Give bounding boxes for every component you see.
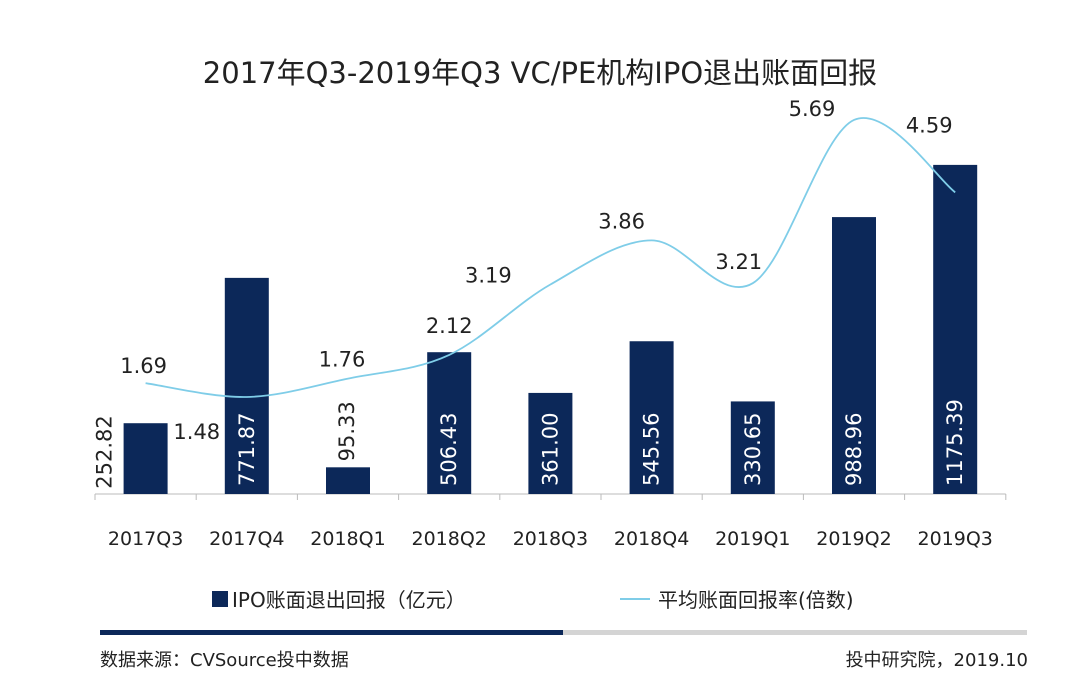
line-value-label: 3.86 — [598, 209, 645, 233]
credit-note: 投中研究院，2019.10 — [845, 650, 1028, 671]
line-value-label: 1.69 — [120, 354, 167, 378]
line-value-label: 1.76 — [319, 348, 366, 372]
line-value-label: 5.69 — [789, 97, 836, 121]
bar-2017Q4 — [224, 277, 269, 494]
bar-value-label: 361.00 — [538, 413, 562, 486]
bar-value-label: 545.56 — [640, 413, 664, 486]
legend-line-label: 平均账面回报率(倍数) — [658, 588, 854, 612]
x-tick-label: 2019Q2 — [816, 528, 891, 550]
chart-title: 2017年Q3-2019年Q3 VC/PE机构IPO退出账面回报 — [202, 56, 878, 90]
line-value-label: 2.12 — [426, 314, 473, 338]
line-series-avg-return — [145, 117, 956, 398]
x-tick-label: 2019Q1 — [715, 528, 790, 550]
x-tick-label: 2018Q3 — [513, 528, 588, 550]
legend-bar-label: IPO账面退出回报（亿元） — [232, 588, 466, 612]
x-tick-label: 2018Q1 — [310, 528, 385, 550]
line-value-label: 4.59 — [906, 113, 953, 137]
bar-value-label: 506.43 — [437, 413, 461, 486]
legend-bar-swatch — [212, 590, 228, 607]
divider-gray — [563, 630, 1027, 635]
line-value-label: 3.19 — [465, 263, 512, 287]
bar-2018Q3 — [528, 392, 573, 494]
bar-2018Q4 — [629, 341, 674, 494]
bar-value-label: 252.82 — [93, 415, 117, 488]
divider-dark — [100, 630, 563, 635]
line-value-label: 1.48 — [173, 420, 220, 444]
bar-2017Q3 — [123, 423, 168, 494]
source-note: 数据来源：CVSource投中数据 — [100, 650, 349, 671]
bar-value-label: 1175.39 — [943, 399, 967, 486]
x-tick-label: 2017Q4 — [209, 528, 284, 550]
bar-value-label: 330.65 — [741, 413, 765, 486]
bar-2019Q3 — [933, 164, 978, 494]
bar-2018Q1 — [326, 467, 370, 494]
x-tick-label: 2018Q2 — [411, 528, 486, 550]
legend-bar: IPO账面退出回报（亿元） — [212, 584, 466, 613]
bar-2019Q2 — [832, 217, 876, 495]
legend-line: 平均账面回报率(倍数) — [620, 584, 854, 613]
line-value-label: 3.21 — [715, 250, 762, 274]
x-tick-label: 2018Q4 — [614, 528, 689, 550]
bar-2018Q2 — [427, 352, 472, 494]
bar-2019Q1 — [730, 401, 775, 494]
bar-value-label: 95.33 — [335, 401, 359, 461]
bar-value-label: 988.96 — [842, 413, 866, 486]
x-tick-label: 2017Q3 — [108, 528, 183, 550]
x-tick-label: 2019Q3 — [917, 528, 992, 550]
bar-value-label: 771.87 — [235, 413, 259, 486]
legend-line-swatch — [620, 597, 650, 600]
